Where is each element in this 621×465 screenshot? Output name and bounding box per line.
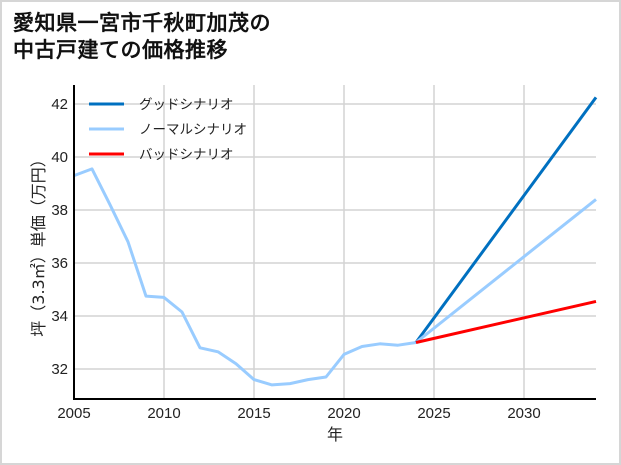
x-tick-labels: 2005 2010 2015 2020 2025 2030 <box>57 405 540 422</box>
y-tick-label: 38 <box>51 202 68 219</box>
series-lines <box>73 96 598 387</box>
x-tick-label: 2030 <box>507 405 540 422</box>
chart-title-line1: 愛知県一宮市千秋町加茂の <box>13 11 271 35</box>
y-tick-labels: 32 34 36 38 40 42 <box>51 96 68 378</box>
y-tick-label: 32 <box>51 361 68 378</box>
axes <box>73 85 596 400</box>
y-tick-label: 42 <box>51 96 68 113</box>
chart-title-line2: 中古戸建ての価格推移 <box>13 38 228 62</box>
chart-title: 愛知県一宮市千秋町加茂の 中古戸建ての価格推移 <box>13 10 271 64</box>
x-tick-label: 2005 <box>57 405 90 422</box>
y-tick-label: 40 <box>51 149 68 166</box>
x-axis-label: 年 <box>327 425 343 444</box>
legend-label: ノーマルシナリオ <box>139 122 247 138</box>
y-tick-label: 36 <box>51 255 68 272</box>
x-tick-label: 2015 <box>237 405 270 422</box>
legend-item: ノーマルシナリオ <box>89 122 247 138</box>
series-line <box>415 198 597 344</box>
x-tick-label: 2020 <box>327 405 360 422</box>
y-tick-label: 34 <box>51 308 68 325</box>
legend-item: バッドシナリオ <box>89 147 234 163</box>
x-tick-label: 2010 <box>147 405 180 422</box>
y-axis-label: 坪（3.3㎡）単価（万円） <box>29 151 48 336</box>
x-tick-label: 2025 <box>417 405 450 422</box>
legend-label: バッドシナリオ <box>139 147 234 163</box>
series-line <box>73 167 417 387</box>
series-line <box>415 299 597 344</box>
legend-item: グッドシナリオ <box>89 97 234 113</box>
legend-label: グッドシナリオ <box>139 97 234 113</box>
series-line <box>414 96 598 344</box>
